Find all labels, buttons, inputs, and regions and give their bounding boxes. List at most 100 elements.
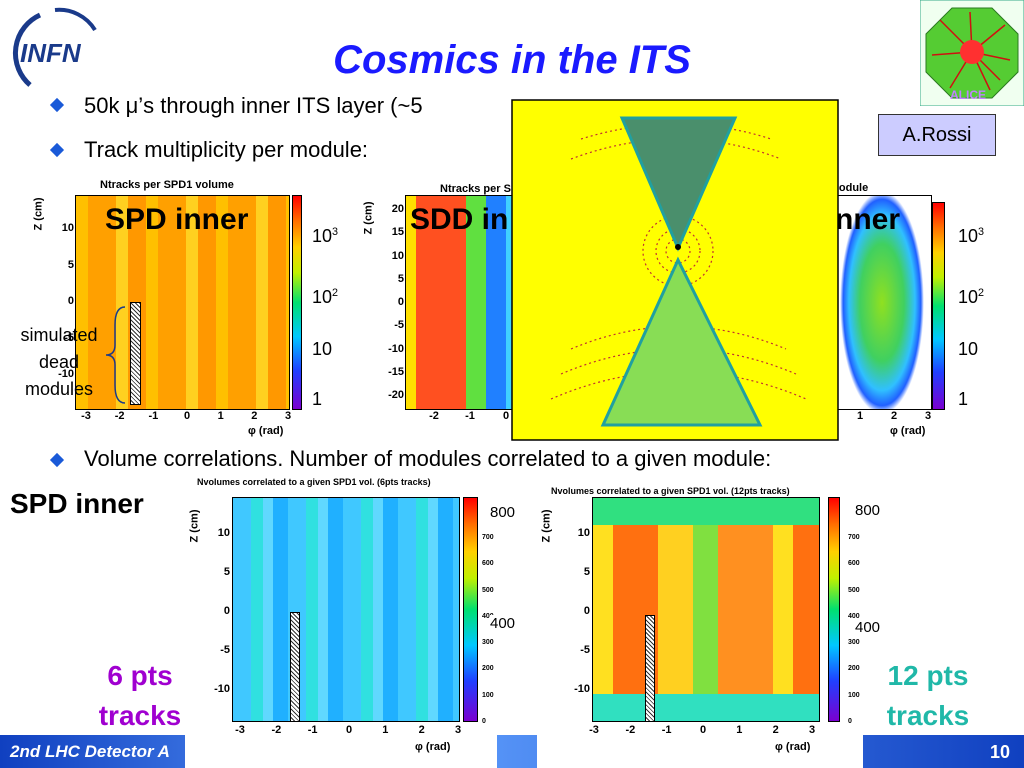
x-tick-label: 3 xyxy=(924,410,932,422)
colorbar-tick-label: 500 xyxy=(848,586,860,594)
x-tick-label: 2 xyxy=(772,724,779,736)
alice-logo xyxy=(920,0,1024,106)
plot-background xyxy=(537,730,863,768)
y-axis-label: Z (cm) xyxy=(188,509,201,543)
x-tick-label: 1 xyxy=(856,410,864,422)
plot-title: Ntracks per SPD1 volume xyxy=(100,179,234,191)
footer-text: 2nd LHC Detector A xyxy=(10,742,170,761)
colorbar-label-base: 10 xyxy=(312,287,333,307)
bullet-text: Track multiplicity per module: xyxy=(84,137,369,162)
y-tick-label: 10 xyxy=(577,527,590,539)
colorbar-label-exp: 3 xyxy=(332,226,339,238)
x-tick-label: 0 xyxy=(183,410,191,422)
slide-title: Cosmics in the ITS xyxy=(333,38,691,82)
dead-note: simulated dead modules xyxy=(0,322,118,403)
dead-module xyxy=(290,612,300,722)
alice-text: ALICE xyxy=(950,88,986,102)
dead-module xyxy=(645,615,655,722)
plot-label: SPD inner xyxy=(105,203,249,236)
colorbar-label-exp: 2 xyxy=(978,287,985,299)
plot-label: nner xyxy=(835,203,901,236)
x-axis-label: φ (rad) xyxy=(248,425,284,437)
colorbar-label: 10 xyxy=(312,339,332,360)
plot-label: SDD in xyxy=(410,203,509,236)
dead-note-line: modules xyxy=(24,379,94,399)
x-tick-label: -2 xyxy=(271,724,282,736)
colorbar-tick-label: 400 xyxy=(848,612,860,620)
x-tick-label: 1 xyxy=(217,410,224,422)
bullet-icon xyxy=(49,142,65,158)
x-tick-label: 0 xyxy=(699,724,707,736)
plot-title: Nvolumes correlated to a given SPD1 vol.… xyxy=(197,477,431,487)
y-tick-label: -10 xyxy=(388,342,404,355)
y-tick-label: 20 xyxy=(391,203,404,215)
colorbar xyxy=(932,202,945,410)
colorbar-label-base: 1 xyxy=(958,389,969,409)
plot-title: Nvolumes correlated to a given SPD1 vol.… xyxy=(551,486,790,496)
y-axis-label: Z (cm) xyxy=(32,197,45,231)
dead-module xyxy=(130,302,141,405)
y-tick-label: 10 xyxy=(61,222,74,234)
dead-note-line: dead xyxy=(38,352,80,372)
section-label: SPD inner xyxy=(10,488,144,519)
x-tick-label: 0 xyxy=(502,410,510,422)
y-axis-label: Z (cm) xyxy=(540,509,553,543)
x-tick-label: 1 xyxy=(382,724,389,736)
y-tick-label: -5 xyxy=(220,644,230,656)
colorbar-label: 400 xyxy=(855,619,881,636)
x-tick-label: -1 xyxy=(661,724,672,736)
colorbar-label: 102 xyxy=(958,287,984,308)
plot-background xyxy=(185,730,497,768)
caption: tracks xyxy=(886,700,970,731)
infn-text: INFN xyxy=(20,38,81,68)
author-box: A.Rossi xyxy=(878,114,996,156)
event-display xyxy=(511,99,839,441)
colorbar-label: 400 xyxy=(490,615,516,632)
y-tick-label: -5 xyxy=(580,644,590,656)
colorbar-tick-label: 0 xyxy=(848,718,852,725)
page-number: 10 xyxy=(990,742,1011,762)
event-shape xyxy=(655,228,701,274)
colorbar-tick-label: 200 xyxy=(482,665,494,673)
y-tick-label: -5 xyxy=(64,331,74,344)
colorbar-label: 103 xyxy=(312,226,338,247)
colorbar xyxy=(292,195,302,410)
colorbar-tick-label: 600 xyxy=(848,560,860,568)
colorbar-tick-label: 0 xyxy=(482,718,486,725)
colorbar-tick-label: 100 xyxy=(482,691,494,699)
colorbar-label-exp: 2 xyxy=(332,287,339,299)
event-shape xyxy=(619,116,738,252)
x-tick-label: 3 xyxy=(808,724,816,736)
colorbar-tick-label: 700 xyxy=(482,534,494,541)
x-tick-label: -3 xyxy=(81,410,91,422)
bullet-icon xyxy=(49,97,65,113)
colorbar-tick-label: 100 xyxy=(848,691,860,699)
colorbar-label-base: 10 xyxy=(958,287,979,307)
colorbar-label-base: 10 xyxy=(312,226,333,246)
colorbar-label: 103 xyxy=(958,226,984,247)
x-tick-label: -2 xyxy=(625,724,636,736)
y-tick-label: 0 xyxy=(583,605,590,617)
x-tick-label: -3 xyxy=(589,724,599,736)
infn-logo xyxy=(12,7,97,87)
x-axis-label: φ (rad) xyxy=(775,741,811,753)
colorbar-label-exp: 3 xyxy=(978,226,985,238)
event-shape xyxy=(600,256,763,427)
colorbar xyxy=(828,497,840,722)
colorbar-label-base: 10 xyxy=(312,339,333,359)
x-tick-label: -2 xyxy=(429,410,439,422)
bullet-icon xyxy=(49,452,65,468)
y-tick-label: -20 xyxy=(388,389,404,401)
y-tick-label: 0 xyxy=(67,295,74,307)
colorbar-tick-label: 500 xyxy=(482,586,494,594)
event-shape xyxy=(675,244,681,250)
x-tick-label: 2 xyxy=(418,724,425,736)
y-axis-label: Z (cm) xyxy=(362,201,375,235)
caption: 12 pts xyxy=(887,660,969,691)
plot-title: Ntracks per SP xyxy=(440,183,519,195)
caption: tracks xyxy=(98,700,182,731)
colorbar-tick-label: 600 xyxy=(482,560,494,568)
colorbar-label: 1 xyxy=(958,389,968,410)
colorbar-label: 102 xyxy=(312,287,338,308)
